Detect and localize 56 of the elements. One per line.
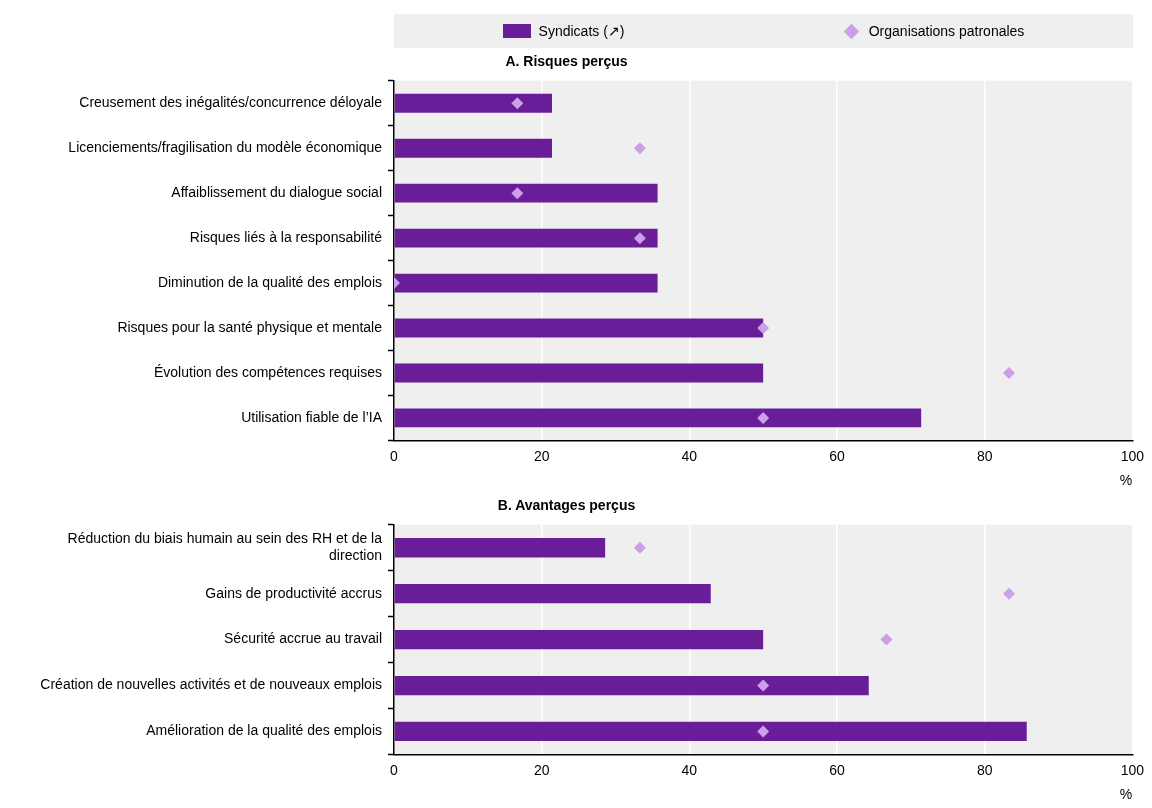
chart-title: A. Risques perçus	[505, 53, 628, 70]
y-tick-label: Affaiblissement du dialogue social	[171, 184, 382, 201]
bar	[394, 93, 552, 113]
x-tick-label: 20	[533, 761, 550, 778]
x-tick-label: 0	[390, 447, 399, 464]
bar	[394, 363, 764, 383]
point	[633, 232, 646, 245]
x-tick-label: 80	[976, 447, 993, 464]
chart-title: B. Avantages perçus	[497, 497, 636, 514]
bar	[394, 138, 552, 158]
bar	[394, 538, 606, 558]
bar	[394, 629, 764, 650]
point	[633, 541, 646, 554]
point	[1003, 587, 1016, 600]
point	[757, 411, 770, 424]
bar	[394, 318, 764, 338]
point	[880, 633, 893, 646]
legend-label: Syndicats (↗)	[538, 23, 625, 39]
y-tick-label: Amélioration de la qualité des emplois	[146, 722, 382, 739]
x-axis-title: %	[1119, 786, 1133, 803]
y-tick-label: Gains de productivité accrus	[205, 584, 382, 601]
bar	[394, 183, 658, 203]
x-tick-label: 40	[681, 447, 698, 464]
y-tick-label: Risques pour la santé physique et mentale	[117, 318, 383, 335]
point	[511, 187, 524, 200]
point	[1003, 366, 1016, 379]
y-tick-label: Risques liés à la responsabilité	[189, 228, 383, 245]
x-tick-label: 100	[1120, 761, 1145, 778]
point	[757, 322, 770, 335]
y-tick-label: Diminution de la qualité des emplois	[157, 273, 382, 290]
y-tick-label: Création de nouvelles activités et de nouveaux emplois	[40, 676, 382, 693]
bar	[394, 408, 922, 428]
bar	[394, 584, 711, 604]
x-tick-label: 40	[681, 761, 698, 778]
point	[757, 725, 770, 738]
bar	[394, 675, 869, 696]
point	[633, 142, 646, 155]
bar	[394, 273, 658, 293]
x-tick-label: 80	[976, 761, 993, 778]
y-tick-label: Licenciements/fragilisation du modèle économique	[68, 139, 383, 156]
x-tick-label: 0	[390, 761, 399, 778]
y-tick-label: Sécurité accrue au travail	[224, 630, 382, 647]
y-tick-label: Utilisation fiable de l’IA	[241, 408, 383, 425]
bar	[394, 228, 658, 248]
x-axis-title: %	[1119, 472, 1133, 489]
y-tick-label: Évolution des compétences requises	[153, 363, 382, 380]
legend-label: Organisations patronales	[868, 23, 1025, 39]
x-tick-label: 60	[829, 447, 845, 464]
y-tick-label: Réduction du biais humain au sein des RH et de la direction	[67, 530, 383, 564]
point	[757, 679, 770, 692]
y-tick-label: Creusement des inégalités/concurrence déloyale	[79, 94, 383, 111]
point	[511, 97, 524, 110]
x-tick-label: 20	[533, 447, 550, 464]
bar	[394, 721, 1027, 742]
x-tick-label: 60	[829, 761, 845, 778]
x-tick-label: 100	[1120, 447, 1145, 464]
